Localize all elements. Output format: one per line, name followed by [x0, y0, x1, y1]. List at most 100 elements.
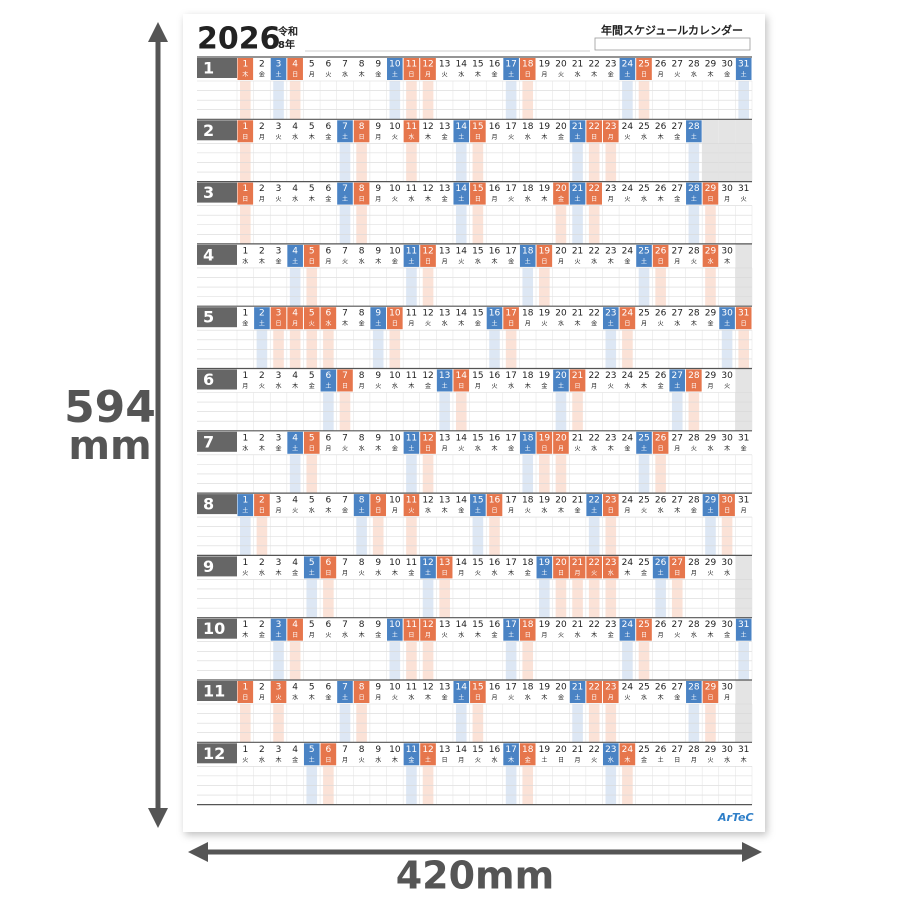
month-label: 12 — [203, 744, 225, 763]
weekday: 水 — [392, 382, 398, 390]
day-number: 21 — [572, 745, 583, 755]
day-number: 16 — [489, 184, 501, 194]
day-cell — [403, 743, 420, 766]
weekday: 火 — [558, 72, 564, 79]
weekday: 金 — [575, 507, 581, 515]
day-number: 12 — [422, 745, 433, 755]
day-number: 11 — [406, 745, 417, 755]
day-number: 6 — [326, 745, 332, 755]
weekday: 水 — [475, 444, 481, 452]
day-number: 21 — [572, 246, 583, 256]
day-number: 11 — [406, 60, 417, 70]
weekday: 日 — [242, 196, 248, 203]
day-cell — [702, 244, 719, 267]
day-number: 29 — [705, 745, 717, 755]
weekday: 土 — [624, 631, 630, 639]
weekday: 木 — [541, 133, 547, 141]
weekday: 月 — [674, 445, 680, 452]
weekday: 土 — [691, 195, 697, 203]
weekday: 木 — [392, 569, 398, 577]
weekday: 日 — [309, 445, 315, 452]
month-label: 9 — [203, 557, 214, 576]
day-number: 2 — [259, 246, 265, 256]
day-number: 14 — [456, 496, 468, 506]
day-number: 17 — [505, 184, 516, 194]
day-cell — [387, 618, 403, 641]
day-number: 19 — [539, 433, 551, 443]
weekday: 月 — [425, 632, 431, 639]
day-cell — [536, 431, 553, 454]
day-number: 27 — [672, 184, 683, 194]
day-number: 27 — [672, 558, 683, 568]
day-number: 4 — [292, 433, 298, 443]
weekday: 木 — [674, 507, 680, 515]
day-number: 5 — [309, 371, 315, 381]
day-cell — [254, 307, 270, 330]
weekday: 日 — [691, 383, 697, 390]
weekday: 木 — [425, 195, 431, 203]
day-number: 20 — [555, 496, 567, 506]
day-number: 25 — [638, 433, 649, 443]
day-number: 27 — [672, 246, 683, 256]
day-number: 26 — [655, 558, 667, 568]
weekday: 火 — [608, 383, 614, 390]
day-number: 25 — [638, 371, 649, 381]
weekday: 木 — [325, 507, 331, 515]
day-number: 19 — [539, 184, 551, 194]
weekday: 木 — [707, 71, 713, 79]
day-cell — [669, 369, 686, 392]
weekday: 日 — [292, 632, 298, 639]
weekday: 金 — [442, 133, 448, 141]
weekday: 月 — [359, 383, 365, 390]
weekday: 月 — [691, 757, 697, 764]
day-number: 16 — [489, 496, 501, 506]
day-number: 11 — [406, 683, 417, 693]
day-number: 21 — [572, 496, 583, 506]
weekday: 月 — [342, 570, 348, 577]
weekday: 水 — [658, 507, 664, 515]
day-number: 15 — [472, 433, 483, 443]
day-cell — [519, 618, 536, 641]
day-number: 7 — [342, 683, 348, 693]
empty-cell — [702, 119, 719, 182]
day-cell — [287, 618, 303, 641]
day-number: 30 — [721, 309, 733, 319]
day-number: 2 — [259, 745, 265, 755]
day-number: 23 — [605, 60, 616, 70]
day-number: 7 — [342, 60, 348, 70]
weekday: 金 — [707, 320, 713, 328]
day-number: 10 — [389, 184, 401, 194]
weekday: 月 — [608, 695, 614, 702]
day-number: 16 — [489, 433, 501, 443]
weekday: 金 — [724, 71, 730, 79]
day-cell — [237, 681, 254, 703]
weekday: 月 — [259, 134, 265, 141]
day-number: 29 — [705, 184, 717, 194]
weekday: 水 — [375, 569, 381, 577]
month-label: 10 — [203, 619, 225, 638]
weekday: 火 — [458, 258, 464, 265]
day-number: 17 — [505, 558, 516, 568]
day-number: 12 — [422, 683, 433, 693]
day-number: 22 — [588, 620, 599, 630]
weekday: 木 — [359, 71, 365, 79]
weekday: 土 — [575, 133, 581, 141]
weekday: 月 — [608, 196, 614, 203]
day-number: 2 — [259, 558, 265, 568]
weekday: 火 — [641, 508, 647, 515]
day-cell — [403, 244, 420, 267]
weekday: 土 — [674, 382, 680, 390]
day-cell — [436, 369, 453, 392]
day-cell — [536, 556, 553, 579]
day-number: 8 — [359, 745, 365, 755]
month-label-box — [197, 182, 237, 203]
weekday: 月 — [658, 632, 664, 639]
weekday: 木 — [541, 195, 547, 203]
month-label: 8 — [203, 495, 214, 514]
month-label: 5 — [203, 308, 214, 327]
day-number: 26 — [655, 309, 667, 319]
day-number: 10 — [389, 122, 401, 132]
weekday: 日 — [442, 757, 448, 764]
day-number: 31 — [738, 433, 749, 443]
day-number: 4 — [292, 60, 298, 70]
